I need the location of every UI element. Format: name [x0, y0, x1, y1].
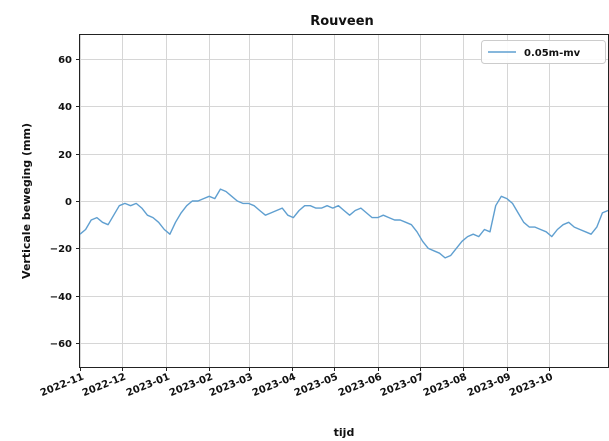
y-tick-label: −60: [50, 339, 72, 350]
chart-title: Rouveen: [310, 14, 374, 29]
legend-box: [481, 40, 606, 64]
legend-entry-label: 0.05m-mv: [524, 48, 581, 59]
series-line-0-05m-mv: [80, 188, 608, 259]
y-tick-label: 0: [65, 197, 72, 208]
grid-layer: [80, 35, 608, 367]
y-tick-label: 40: [58, 102, 72, 113]
y-axis-ticks: 60 40 20 0 −20 −40 −60: [50, 55, 80, 350]
y-tick-label: 20: [58, 150, 72, 161]
y-tick-label: −20: [50, 244, 72, 255]
series-layer: [80, 188, 608, 259]
y-axis-label: Verticale beweging (mm): [20, 123, 33, 279]
y-tick-label: 60: [58, 55, 72, 66]
y-tick-label: −40: [50, 292, 72, 303]
x-axis-label: tijd: [334, 426, 355, 439]
legend: 0.05m-mv: [481, 40, 606, 64]
